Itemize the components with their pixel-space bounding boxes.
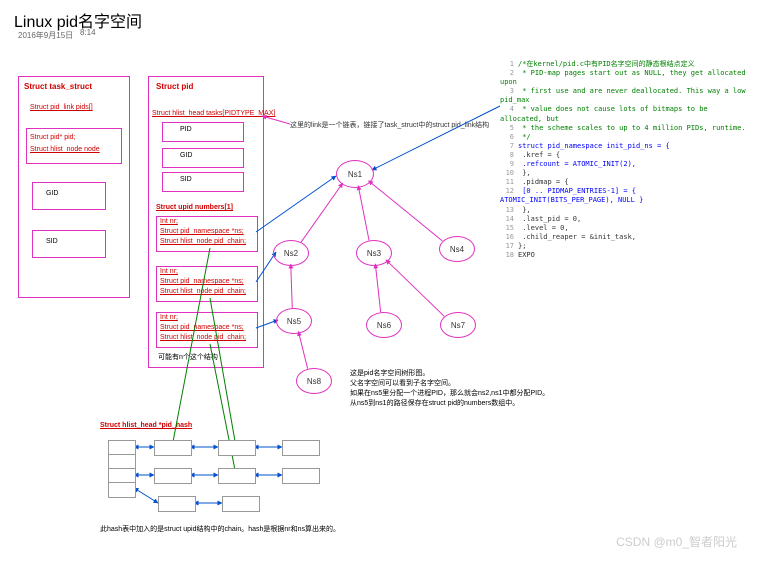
task-struct-node: Struct hlist_node node: [30, 146, 100, 153]
hash-cell: [108, 482, 136, 498]
tree-note4: 从ns5到ns1的路径保存在struct pid的numbers数组中。: [350, 398, 519, 408]
task-struct-gid: GID: [46, 190, 58, 197]
struct-pid-pid: PID: [180, 126, 192, 133]
upid-ns-1: Struct pid_namespace *ns;: [160, 278, 244, 285]
tree-note3: 如果在ns5里分配一个进程PID，那么就会ns2,ns1中都分配PID。: [350, 388, 549, 398]
struct-pid-sid: SID: [180, 176, 192, 183]
tree-note1: 这是pid名字空间树形图。: [350, 368, 429, 378]
ns-node: Ns3: [356, 240, 392, 266]
hash-cell: [218, 440, 256, 456]
struct-pid-gid: GID: [180, 152, 192, 159]
upid-nr-2: Int nr;: [160, 314, 178, 321]
ns-node: Ns1: [336, 160, 374, 188]
ns-node: Ns7: [440, 312, 476, 338]
page-title: Linux pid名字空间: [14, 8, 142, 32]
upid-note: 可能有n个这个结构: [158, 352, 218, 362]
upid-nr-0: Int nr;: [160, 218, 178, 225]
struct-pid-sid-box: [162, 172, 244, 192]
struct-pid-gid-box: [162, 148, 244, 168]
task-struct-title: Struct task_struct: [24, 82, 92, 91]
upid-ns-0: Struct pid_namespace *ns;: [160, 228, 244, 235]
upid-ns-2: Struct pid_namespace *ns;: [160, 324, 244, 331]
hash-cell: [154, 468, 192, 484]
hash-title: Struct hlist_head *pid_hash: [100, 422, 192, 429]
page-date: 2016年9月15日: [18, 30, 73, 41]
task-struct-sid-box: [32, 230, 106, 258]
hash-cell: [158, 496, 196, 512]
upid-nr-1: Int nr;: [160, 268, 178, 275]
struct-pid-pid-box: [162, 122, 244, 142]
hash-cell: [282, 440, 320, 456]
watermark: CSDN @m0_智者阳光: [616, 533, 737, 550]
hash-note: 此hash表中加入的是struct upid结构中的chain。hash是根据n…: [100, 524, 340, 534]
task-struct-sid: SID: [46, 238, 58, 245]
page-time: 8:14: [80, 28, 96, 37]
hash-cell: [282, 468, 320, 484]
upid-chain-0: Struct hlist_node pid_chain;: [160, 238, 246, 245]
code-block: 1/*在kernel/pid.c中有PID名字空间的静态根结点定义2 * PID…: [500, 60, 750, 260]
ns-node: Ns5: [276, 308, 312, 334]
struct-pid-title: Struct pid: [156, 82, 193, 91]
ns-node: Ns6: [366, 312, 402, 338]
hash-cell: [218, 468, 256, 484]
tasks-annotation: 这里的link是一个链表，链接了task_struct中的struct pid_…: [290, 120, 489, 130]
task-struct-gid-box: [32, 182, 106, 210]
struct-pid-numbers: Struct upid numbers[1]: [156, 204, 233, 211]
struct-pid-tasks: Struct hlist_head tasks[PIDTYPE_MAX]: [152, 110, 275, 117]
ns-node: Ns2: [273, 240, 309, 266]
ns-node: Ns8: [296, 368, 332, 394]
task-struct-pid: Struct pid* pid;: [30, 134, 76, 141]
upid-chain-2: Struct hlist_node pid_chain;: [160, 334, 246, 341]
task-struct-link: Struct pid_link pids[]: [30, 104, 93, 111]
hash-cell: [154, 440, 192, 456]
upid-chain-1: Struct hlist_node pid_chain;: [160, 288, 246, 295]
hash-cell: [222, 496, 260, 512]
tree-note2: 父名字空间可以看到子名字空间。: [350, 378, 455, 388]
ns-node: Ns4: [439, 236, 475, 262]
